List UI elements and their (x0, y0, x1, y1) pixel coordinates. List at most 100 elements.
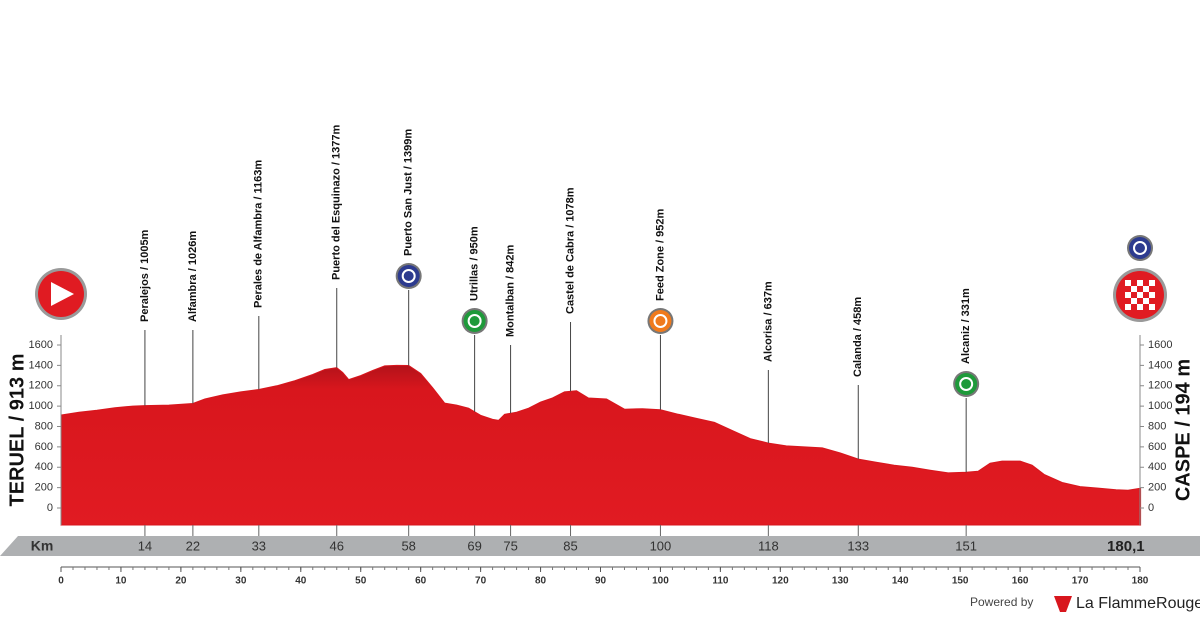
icon-inner (401, 269, 416, 283)
finish-check (1131, 286, 1137, 292)
x-tick-label: 150 (952, 576, 969, 587)
icon-disc (463, 310, 486, 332)
y-tick-label: 1000 (29, 400, 53, 412)
waypoint-km: 85 (563, 538, 577, 553)
icon-disc (1129, 237, 1151, 259)
start-label: TERUEL / 913 m (6, 353, 28, 506)
finish-check (1125, 304, 1131, 310)
waypoint-km: 22 (186, 538, 200, 553)
finish-check (1143, 286, 1149, 292)
finish-check (1125, 280, 1131, 286)
elevation-area (60, 364, 1142, 526)
y-tick-label: 0 (47, 502, 53, 514)
icon-disc (955, 373, 978, 395)
x-tick-label: 90 (595, 576, 607, 587)
sprint-icon (461, 308, 488, 334)
x-tick-label: 160 (1012, 576, 1029, 587)
y-tick-label: 1600 (1148, 339, 1172, 351)
climb-icon (395, 263, 422, 289)
icon-disc (649, 310, 672, 332)
waypoint-name: Puerto del Esquinazo / 1377m (331, 125, 343, 280)
x-tick-label: 30 (235, 576, 247, 587)
waypoint-km: 100 (650, 538, 672, 553)
sprint-icon (953, 371, 980, 397)
waypoint-name: Castel de Cabra / 1078m (564, 187, 576, 314)
icon-inner (653, 314, 668, 328)
x-tick-label: 0 (58, 576, 64, 587)
waypoint-km: 58 (401, 538, 415, 553)
waypoint-name: Alcorisa / 637m (762, 281, 774, 362)
x-tick-label: 10 (115, 576, 127, 587)
km-label: Km (31, 538, 54, 554)
y-tick-label: 400 (35, 461, 53, 473)
waypoint-km: 33 (252, 538, 266, 553)
y-tick-label: 400 (1148, 461, 1166, 473)
finish-check (1137, 280, 1143, 286)
climb-icon (1127, 235, 1153, 261)
x-tick-label: 110 (712, 576, 729, 587)
icon-inner (1133, 241, 1147, 255)
powered-by: Powered by (970, 595, 1033, 609)
waypoint-km: 69 (467, 538, 481, 553)
finish-check (1125, 292, 1131, 298)
y-tick-label: 1400 (1148, 359, 1172, 371)
icon-disc (397, 265, 420, 287)
waypoint-name: Feed Zone / 952m (654, 208, 666, 301)
waypoint-name: Alfambra / 1026m (187, 231, 199, 322)
feed-icon (647, 308, 674, 334)
finish-check (1149, 280, 1155, 286)
waypoint-km: 46 (330, 538, 344, 553)
waypoint-km: 75 (503, 538, 517, 553)
finish-km: 180,1 (1107, 538, 1145, 555)
finish-check (1131, 298, 1137, 304)
y-tick-label: 800 (35, 420, 53, 432)
x-tick-label: 70 (475, 576, 487, 587)
y-tick-label: 1400 (29, 359, 53, 371)
y-tick-label: 1600 (29, 339, 53, 351)
brand: La FlammeRouge (1076, 595, 1200, 612)
x-tick-label: 50 (355, 576, 367, 587)
waypoint-name: Peralejos / 1005m (139, 229, 151, 322)
waypoint-km: 133 (847, 538, 869, 553)
y-tick-label: 1200 (29, 380, 53, 392)
y-tick-label: 0 (1148, 502, 1154, 514)
x-tick-label: 170 (1072, 576, 1089, 587)
finish-check (1143, 298, 1149, 304)
x-tick-label: 130 (832, 576, 849, 587)
y-tick-label: 600 (1148, 441, 1166, 453)
y-tick-label: 1000 (1148, 400, 1172, 412)
y-tick-label: 200 (1148, 482, 1166, 494)
x-tick-label: 20 (175, 576, 187, 587)
x-tick-label: 140 (892, 576, 909, 587)
finish-check (1137, 304, 1143, 310)
km-bar (0, 536, 1200, 556)
y-tick-label: 200 (35, 482, 53, 494)
waypoint-km: 151 (955, 538, 977, 553)
waypoint-name: Puerto San Just / 1399m (403, 129, 415, 256)
waypoint-name: Perales de Alfambra / 1163m (253, 160, 265, 308)
finish-check (1149, 304, 1155, 310)
waypoint-name: Alcaniz / 331m (960, 288, 972, 364)
x-tick-label: 40 (295, 576, 307, 587)
brand-logo (1054, 596, 1072, 612)
waypoint-km: 118 (758, 538, 779, 553)
waypoint-km: 14 (138, 538, 152, 553)
x-tick-label: 180 (1132, 576, 1149, 587)
y-tick-label: 600 (35, 441, 53, 453)
x-tick-label: 80 (535, 576, 547, 587)
finish-icon (1113, 268, 1167, 322)
icon-inner (959, 377, 974, 391)
waypoint-name: Utrillas / 950m (469, 226, 481, 301)
x-tick-label: 100 (652, 576, 669, 587)
finish-check (1149, 292, 1155, 298)
waypoint-name: Montalban / 842m (504, 244, 516, 337)
finish-label: CASPE / 194 m (1172, 359, 1194, 501)
start-icon (35, 268, 87, 320)
x-tick-label: 120 (772, 576, 789, 587)
waypoint-name: Calanda / 458m (852, 297, 864, 377)
y-tick-label: 800 (1148, 420, 1166, 432)
y-tick-label: 1200 (1148, 380, 1172, 392)
finish-check (1137, 292, 1143, 298)
icon-inner (467, 314, 482, 328)
